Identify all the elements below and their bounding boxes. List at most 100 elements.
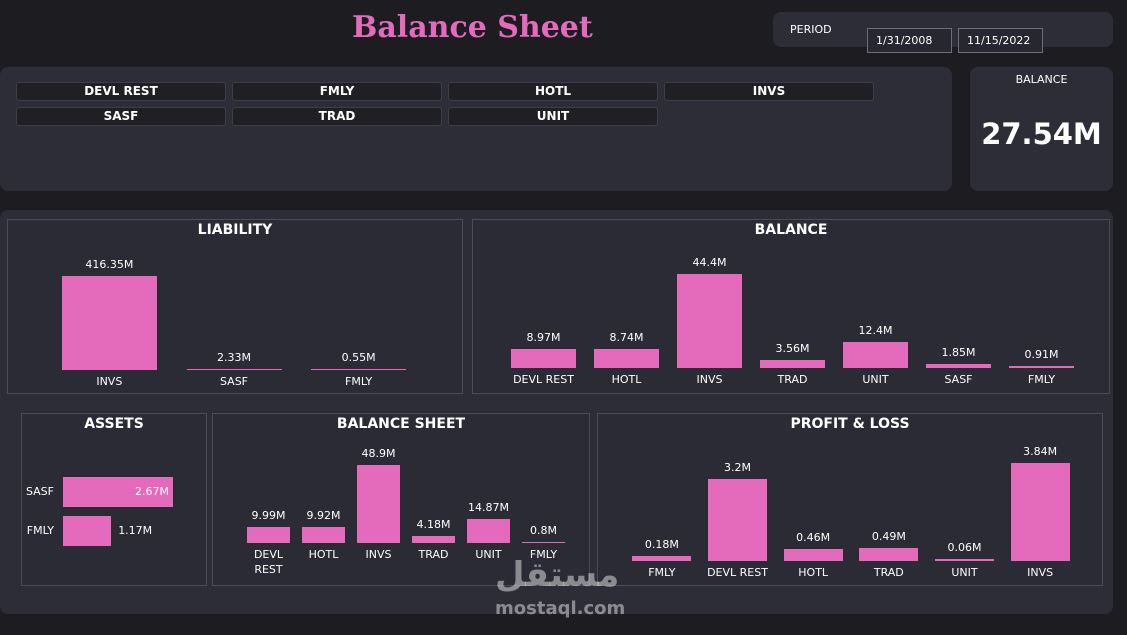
data-label: 12.4M	[858, 323, 893, 337]
bar	[708, 479, 767, 561]
x-tick-label: HOTL	[611, 373, 642, 386]
slicer-button[interactable]: UNIT	[448, 107, 658, 126]
data-label: 0.06M	[947, 541, 982, 555]
y-tick-label: SASF	[25, 485, 54, 498]
data-label: 2.67M	[135, 485, 169, 498]
bar	[594, 349, 659, 368]
bar	[186, 368, 282, 370]
data-label: 3.2M	[724, 461, 751, 475]
chart-title: BALANCE	[754, 222, 828, 238]
bar	[63, 477, 173, 507]
y-tick-label: FMLY	[26, 524, 54, 537]
bar	[511, 349, 576, 368]
bar	[412, 536, 455, 543]
bar	[522, 541, 565, 543]
charts-panel: LIABILITY 416.35M INVS 2.33M SASF 0.55M FMLY BA…	[0, 210, 1113, 614]
bar	[63, 516, 112, 546]
x-tick-label: DEVL REST	[513, 373, 574, 386]
x-tick-label: DEVL REST	[707, 566, 768, 579]
data-label: 4.18M	[416, 518, 451, 532]
bar	[61, 276, 157, 370]
x-tick-label: SASF	[219, 375, 249, 388]
data-label: 3.84M	[1023, 445, 1058, 458]
slicer-button[interactable]: FMLY	[232, 82, 442, 101]
bar	[935, 559, 994, 561]
chart-box: PROFIT & LOSS 0.18M FMLY 3.2M DEVL REST 0.46M…	[597, 413, 1103, 586]
data-label: 44.4M	[692, 256, 727, 269]
data-label: 0.46M	[796, 531, 831, 545]
watermark-arabic: مستقل	[495, 555, 620, 595]
slicer-button[interactable]: TRAD	[232, 107, 442, 126]
x-tick-label: SASF	[944, 373, 973, 386]
bar	[302, 527, 345, 543]
bar	[311, 368, 407, 370]
chart-title: LIABILITY	[197, 222, 273, 238]
x-tick-label: TRAD	[777, 373, 808, 386]
x-tick-label: TRAD	[873, 566, 904, 579]
data-label: 8.97M	[526, 331, 561, 344]
data-label: 9.92M	[306, 509, 341, 523]
start-date[interactable]: 1/31/2008	[867, 28, 952, 53]
chart-title: ASSETS	[84, 416, 144, 432]
data-label: 14.87M	[468, 501, 509, 515]
data-label: 8.74M	[609, 331, 644, 345]
x-tick-label: HOTL	[798, 566, 829, 579]
end-date[interactable]: 11/15/2022	[958, 28, 1043, 53]
period-box: PERIOD 1/31/2008 11/15/2022	[773, 12, 1113, 53]
data-label: 2.33M	[217, 350, 251, 364]
x-tick-label: FMLY	[1027, 373, 1056, 386]
x-tick-label: DEVL REST	[253, 548, 284, 576]
chart-box: LIABILITY 416.35M INVS 2.33M SASF 0.55M FMLY	[7, 219, 463, 394]
bar	[760, 360, 825, 368]
x-tick-label: FMLY	[529, 548, 558, 561]
chart-box: ASSETS SASF 2.67M FMLY 1.17M	[21, 413, 207, 586]
bar	[926, 364, 991, 368]
x-tick-label: FMLY	[345, 375, 373, 388]
x-tick-label: HOTL	[308, 548, 339, 561]
slicer-button[interactable]: DEVL REST	[16, 82, 226, 101]
x-tick-label: INVS	[96, 375, 123, 388]
x-tick-label: INVS	[696, 373, 723, 386]
data-label: 0.91M	[1024, 348, 1059, 362]
watermark-site: mostaql.com	[495, 598, 626, 619]
x-tick-label: INVS	[365, 548, 392, 561]
bar	[467, 519, 510, 543]
data-label: 3.56M	[775, 342, 810, 356]
bar	[632, 556, 692, 561]
x-tick-label: UNIT	[862, 373, 889, 386]
chart-title: PROFIT & LOSS	[790, 416, 910, 432]
slicer-button[interactable]: SASF	[16, 107, 226, 126]
bar	[1009, 366, 1074, 368]
slicer-button[interactable]: HOTL	[448, 82, 658, 101]
bar	[247, 527, 290, 543]
data-label: 0.49M	[871, 530, 906, 544]
data-label: 9.99M	[251, 509, 286, 523]
data-label: 0.18M	[644, 538, 679, 552]
period-label: PERIOD	[790, 23, 832, 36]
kpi-card: BALANCE 27.54M	[970, 67, 1113, 191]
bar	[677, 274, 742, 368]
data-label: 0.8M	[530, 523, 557, 537]
kpi-label: BALANCE	[1015, 73, 1068, 86]
data-label: 416.35M	[85, 258, 134, 271]
data-label: 48.9M	[361, 447, 396, 460]
page-title: Balance Sheet	[352, 10, 593, 45]
kpi-value: 27.54M	[981, 117, 1102, 151]
x-tick-label: INVS	[1027, 566, 1054, 579]
bar	[843, 341, 908, 368]
bar	[357, 465, 400, 543]
bar	[859, 548, 919, 561]
slicer-button[interactable]: INVS	[664, 82, 874, 101]
data-label: 0.55M	[341, 350, 376, 364]
x-tick-label: FMLY	[648, 566, 676, 579]
chart-title: BALANCE SHEET	[336, 416, 466, 432]
data-label: 1.85M	[941, 346, 976, 360]
chart-box: BALANCE 8.97M DEVL REST 8.74M HOTL 44.4M INVS 3…	[472, 219, 1110, 394]
slicer-panel: DEVL REST FMLY HOTL INVS SASF TRAD UNIT	[0, 67, 952, 191]
data-label: 1.17M	[118, 524, 153, 537]
bar	[783, 549, 843, 561]
bar	[1010, 463, 1070, 561]
x-tick-label: UNIT	[951, 566, 978, 579]
x-tick-label: UNIT	[475, 548, 502, 561]
